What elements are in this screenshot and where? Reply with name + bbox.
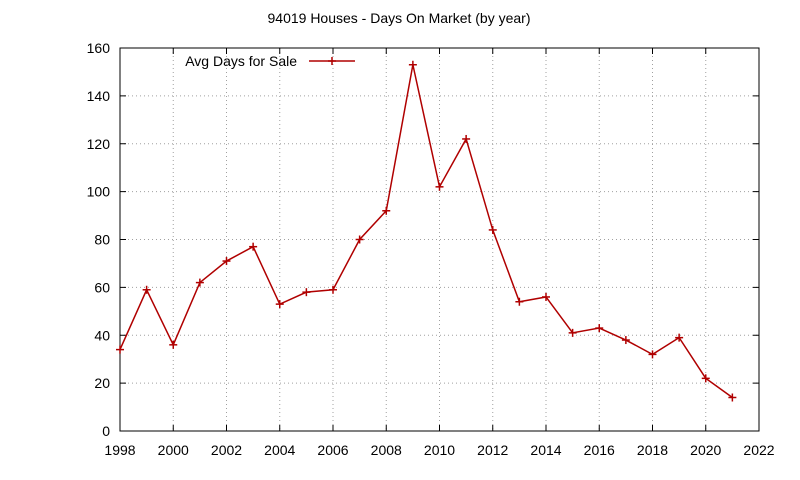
data-point bbox=[382, 206, 391, 215]
x-tick-label: 2006 bbox=[317, 442, 348, 458]
y-tick-label: 120 bbox=[87, 136, 111, 152]
x-tick-label: 2022 bbox=[743, 442, 774, 458]
data-point bbox=[515, 297, 524, 306]
x-tick-label: 1998 bbox=[104, 442, 135, 458]
x-tick-label: 2018 bbox=[637, 442, 668, 458]
axes-layer: 0 20 40 60 80 100 120 140 160 1998 2000 2002 2004 200… bbox=[87, 40, 775, 458]
data-point bbox=[701, 374, 710, 383]
data-point bbox=[621, 336, 630, 345]
series-layer bbox=[116, 60, 737, 402]
x-tick-label: 2010 bbox=[424, 442, 455, 458]
data-point bbox=[542, 292, 550, 301]
data-point bbox=[275, 300, 284, 309]
data-point bbox=[675, 333, 684, 342]
plot-frame bbox=[119, 47, 760, 432]
x-tick-label: 2012 bbox=[477, 442, 508, 458]
grid-layer bbox=[120, 48, 759, 431]
legend-marker bbox=[328, 57, 336, 65]
y-tick-label: 80 bbox=[94, 232, 110, 248]
data-point bbox=[568, 328, 577, 337]
data-point bbox=[595, 324, 604, 333]
chart-title: 94019 Houses - Days On Market (by year) bbox=[268, 10, 531, 26]
x-tick-label: 2016 bbox=[584, 442, 615, 458]
data-point bbox=[169, 340, 178, 349]
data-point bbox=[302, 288, 311, 297]
y-tick-label: 60 bbox=[94, 279, 110, 295]
y-tick-label: 20 bbox=[94, 375, 110, 391]
data-point bbox=[222, 257, 231, 266]
series-line bbox=[119, 64, 733, 399]
data-point bbox=[355, 235, 364, 244]
y-tick-label: 40 bbox=[94, 327, 110, 343]
y-tick-label: 0 bbox=[102, 423, 110, 439]
x-tick-label: 2008 bbox=[371, 442, 402, 458]
x-tick-label: 2000 bbox=[158, 442, 189, 458]
y-tick-label: 160 bbox=[87, 40, 111, 56]
data-point bbox=[408, 60, 417, 69]
y-tick-label: 100 bbox=[87, 184, 111, 200]
x-tick-label: 2002 bbox=[211, 442, 242, 458]
data-point bbox=[435, 182, 444, 191]
data-point bbox=[329, 285, 337, 294]
data-point bbox=[249, 242, 258, 251]
data-point bbox=[195, 278, 204, 287]
data-point bbox=[462, 134, 471, 143]
data-point bbox=[116, 345, 124, 354]
legend-label: Avg Days for Sale bbox=[185, 53, 297, 69]
y-tick-label: 140 bbox=[87, 88, 111, 104]
x-tick-label: 2004 bbox=[264, 442, 295, 458]
x-tick-label: 2014 bbox=[530, 442, 561, 458]
data-point bbox=[728, 393, 737, 402]
data-point bbox=[648, 350, 657, 359]
data-point bbox=[142, 285, 151, 294]
legend: Avg Days for Sale bbox=[185, 53, 355, 69]
data-point bbox=[488, 225, 497, 234]
x-tick-label: 2020 bbox=[690, 442, 721, 458]
